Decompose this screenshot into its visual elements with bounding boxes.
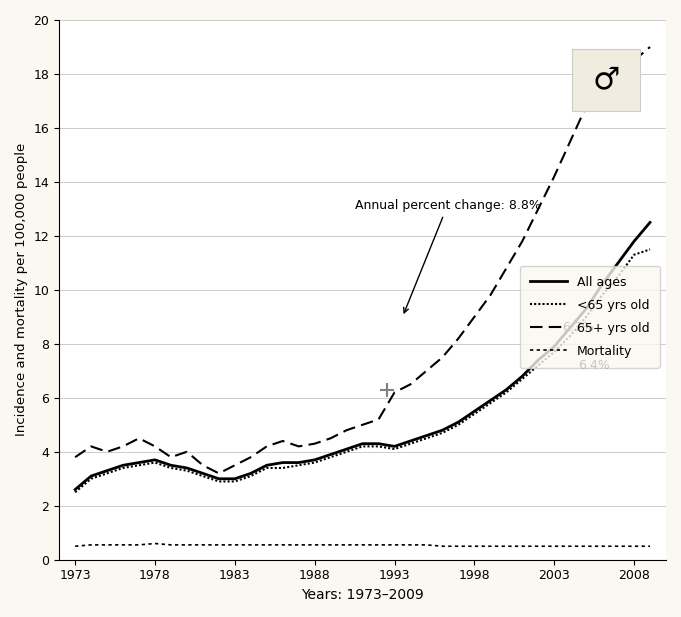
X-axis label: Years: 1973–2009: Years: 1973–2009: [301, 588, 424, 602]
Text: 6.4%: 6.4%: [578, 359, 610, 372]
Text: 6.7%: 6.7%: [563, 321, 594, 334]
Text: ♂: ♂: [592, 65, 620, 95]
Text: Annual percent change: 8.8%: Annual percent change: 8.8%: [355, 199, 541, 313]
Legend: All ages, <65 yrs old, 65+ yrs old, Mortality: All ages, <65 yrs old, 65+ yrs old, Mort…: [520, 266, 660, 368]
Y-axis label: Incidence and mortality per 100,000 people: Incidence and mortality per 100,000 peop…: [15, 143, 28, 436]
